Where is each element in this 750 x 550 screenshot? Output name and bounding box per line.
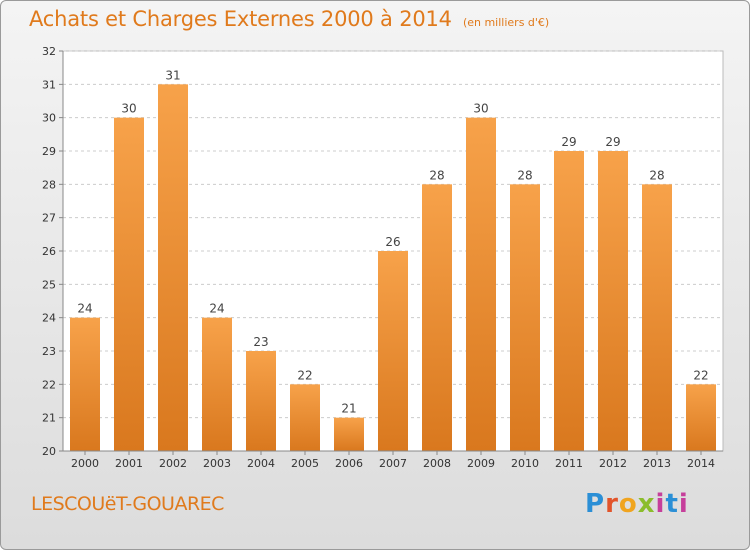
bar-2002 [158,84,188,451]
x-tick-label-2006: 2006 [335,457,363,470]
data-label-2014: 22 [693,368,708,382]
data-label-2002: 31 [165,68,180,82]
x-tick-label-2009: 2009 [467,457,495,470]
bar-2003 [202,317,232,451]
x-tick-label-2001: 2001 [115,457,143,470]
bar-2011 [554,151,584,451]
bar-2005 [290,384,320,451]
data-label-2010: 28 [517,168,532,182]
data-label-2007: 26 [385,235,400,249]
data-label-2001: 30 [121,102,136,116]
y-tick-label: 24 [42,312,56,325]
y-tick-label: 30 [42,112,56,125]
y-axis: 20 21 22 23 24 25 26 27 28 29 30 31 32 [42,45,64,458]
x-tick-label-2008: 2008 [423,457,451,470]
bar-2008 [422,184,452,452]
x-tick-label-2011: 2011 [555,457,583,470]
data-label-2000: 24 [77,302,92,316]
bar-2010 [510,184,540,452]
data-label-2006: 21 [341,402,356,416]
data-label-2003: 24 [209,302,224,316]
x-tick-label-2004: 2004 [247,457,275,470]
data-label-2012: 29 [605,135,620,149]
bars [70,84,716,452]
x-axis: 2000 2001 2002 2003 2004 2005 2006 2007 2008 2009… [63,450,723,470]
x-tick-label-2010: 2010 [511,457,539,470]
data-label-2005: 22 [297,368,312,382]
y-tick-label: 29 [42,145,56,158]
y-tick-label: 23 [42,345,56,358]
bar-2013 [642,184,672,452]
data-label-2013: 28 [649,168,664,182]
data-label-2004: 23 [253,335,268,349]
x-tick-label-2014: 2014 [687,457,715,470]
x-tick-label-2000: 2000 [71,457,99,470]
bar-2007 [378,251,408,451]
y-tick-label: 20 [42,445,56,458]
data-label-2011: 29 [561,135,576,149]
bar-2012 [598,151,628,451]
x-tick-label-2013: 2013 [643,457,671,470]
y-tick-label: 21 [42,412,56,425]
bar-2009 [466,117,496,452]
bar-2014 [686,384,716,451]
bar-2006 [334,417,364,451]
x-tick-label-2007: 2007 [379,457,407,470]
chart-subtitle: (en milliers d'€) [462,16,550,29]
y-tick-label: 31 [42,78,56,91]
x-tick-label-2012: 2012 [599,457,627,470]
x-tick-label-2005: 2005 [291,457,319,470]
x-tick-label-2002: 2002 [159,457,187,470]
y-tick-label: 28 [42,178,56,191]
chart-title: Achats et Charges Externes 2000 à 2014 [29,7,452,31]
x-tick-label-2003: 2003 [203,457,231,470]
data-labels: 24 30 31 24 23 22 21 26 28 30 28 29 29 28 22 [77,68,708,415]
title-row: Achats et Charges Externes 2000 à 2014 (… [29,7,549,31]
y-tick-label: 26 [42,245,56,258]
place-name: LESCOUëT-GOUAREC [31,493,224,515]
bar-2004 [246,351,276,451]
data-label-2009: 30 [473,102,488,116]
bar-2000 [70,317,100,451]
y-tick-label: 27 [42,212,56,225]
y-tick-label: 22 [42,378,56,391]
y-tick-label: 25 [42,278,56,291]
proxiti-logo[interactable]: Proxiti [585,489,689,519]
data-label-2008: 28 [429,168,444,182]
bar-2001 [114,117,144,452]
y-tick-label: 32 [42,45,56,58]
